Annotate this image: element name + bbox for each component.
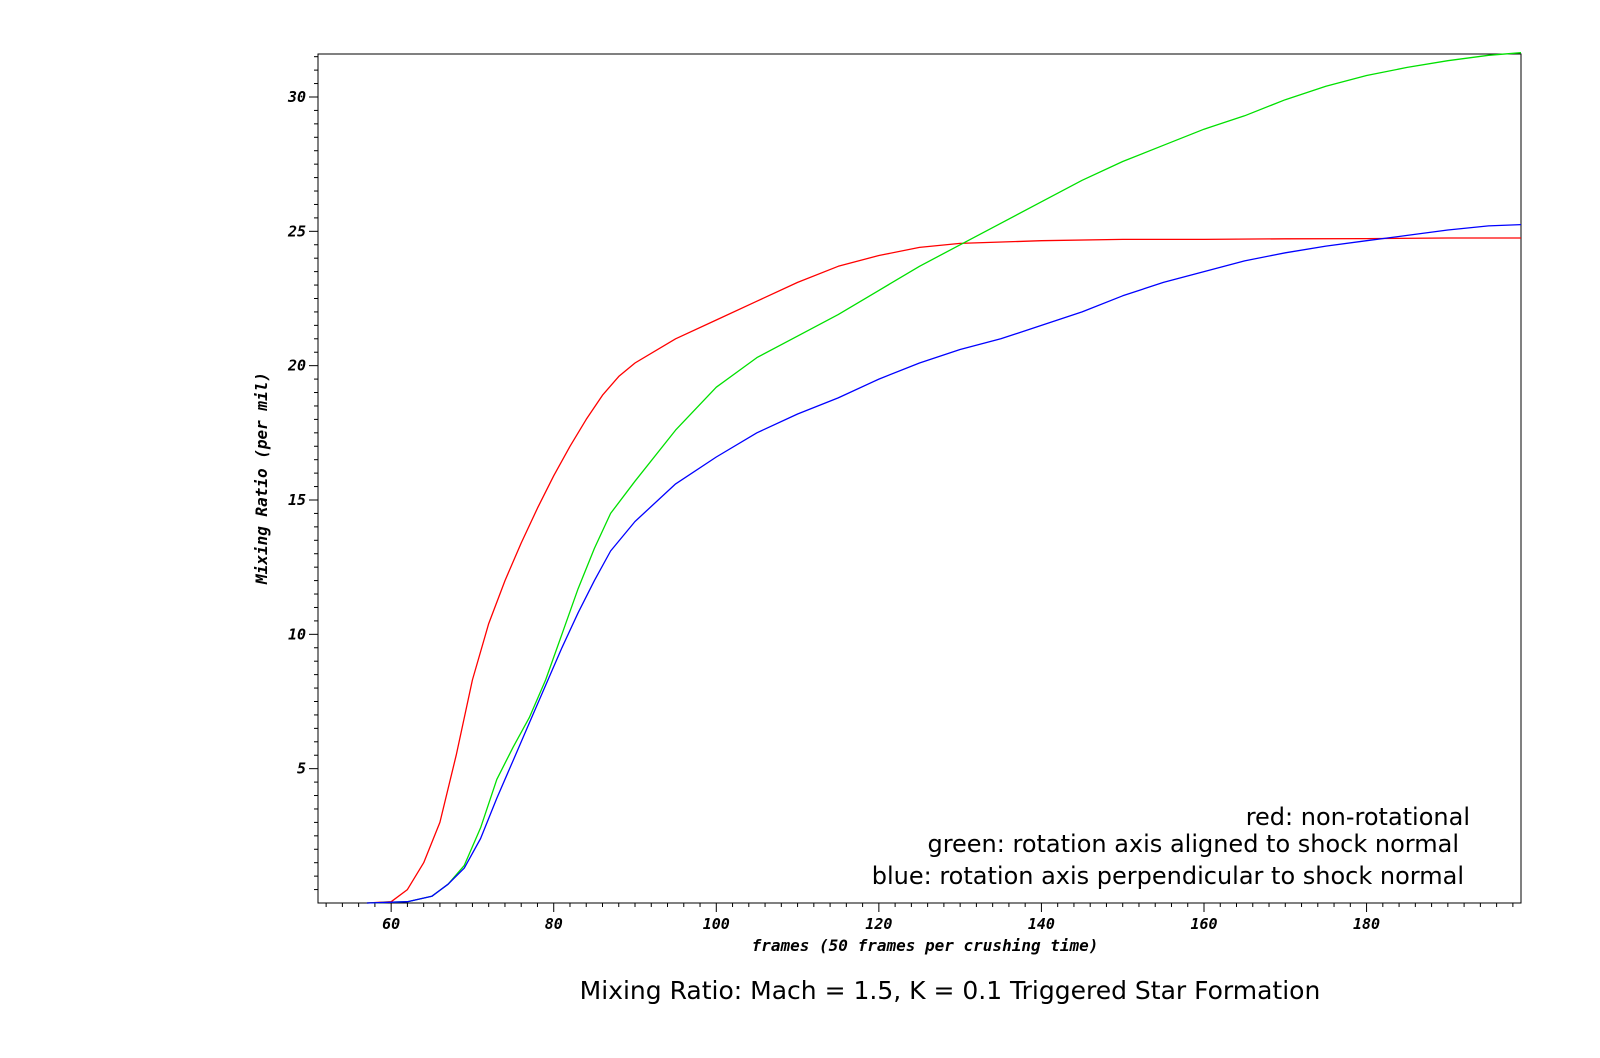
x-tick-label: 100 bbox=[703, 915, 730, 933]
y-minor-ticks bbox=[314, 56, 318, 891]
legend: red: non-rotational green: rotation axis… bbox=[872, 803, 1470, 890]
x-tick-label: 80 bbox=[545, 915, 563, 933]
y-tick-label: 25 bbox=[287, 222, 306, 240]
x-tick-label: 160 bbox=[1190, 915, 1217, 933]
x-axis-title: frames (50 frames per crushing time) bbox=[752, 936, 1099, 955]
y-tick-label: 5 bbox=[297, 760, 306, 778]
x-minor-ticks bbox=[325, 903, 1514, 907]
y-tick-label: 15 bbox=[288, 491, 306, 509]
x-tick-label: 140 bbox=[1028, 915, 1055, 933]
series-line-0 bbox=[366, 237, 1521, 904]
x-axis-ticks: 60 80 100 120 140 160 180 bbox=[382, 903, 1380, 933]
x-tick-label: 120 bbox=[865, 915, 892, 933]
legend-entry-blue: blue: rotation axis perpendicular to sho… bbox=[872, 862, 1464, 890]
y-tick-label: 20 bbox=[287, 357, 306, 375]
y-tick-label: 30 bbox=[287, 88, 306, 106]
y-axis-ticks: 5 10 15 20 25 30 bbox=[287, 88, 318, 778]
series-line-1 bbox=[366, 52, 1522, 904]
plot-frame bbox=[317, 53, 1522, 904]
y-tick-label: 10 bbox=[288, 625, 306, 643]
series-line-2 bbox=[366, 223, 1522, 904]
y-axis-title: Mixing Ratio (per mil) bbox=[252, 372, 271, 585]
x-tick-label: 60 bbox=[382, 915, 400, 933]
series-layer bbox=[366, 52, 1522, 904]
x-tick-label: 180 bbox=[1353, 915, 1380, 933]
chart-title: Mixing Ratio: Mach = 1.5, K = 0.1 Trigge… bbox=[580, 976, 1321, 1005]
legend-entry-green: green: rotation axis aligned to shock no… bbox=[927, 830, 1459, 858]
legend-entry-red: red: non-rotational bbox=[1246, 803, 1470, 831]
